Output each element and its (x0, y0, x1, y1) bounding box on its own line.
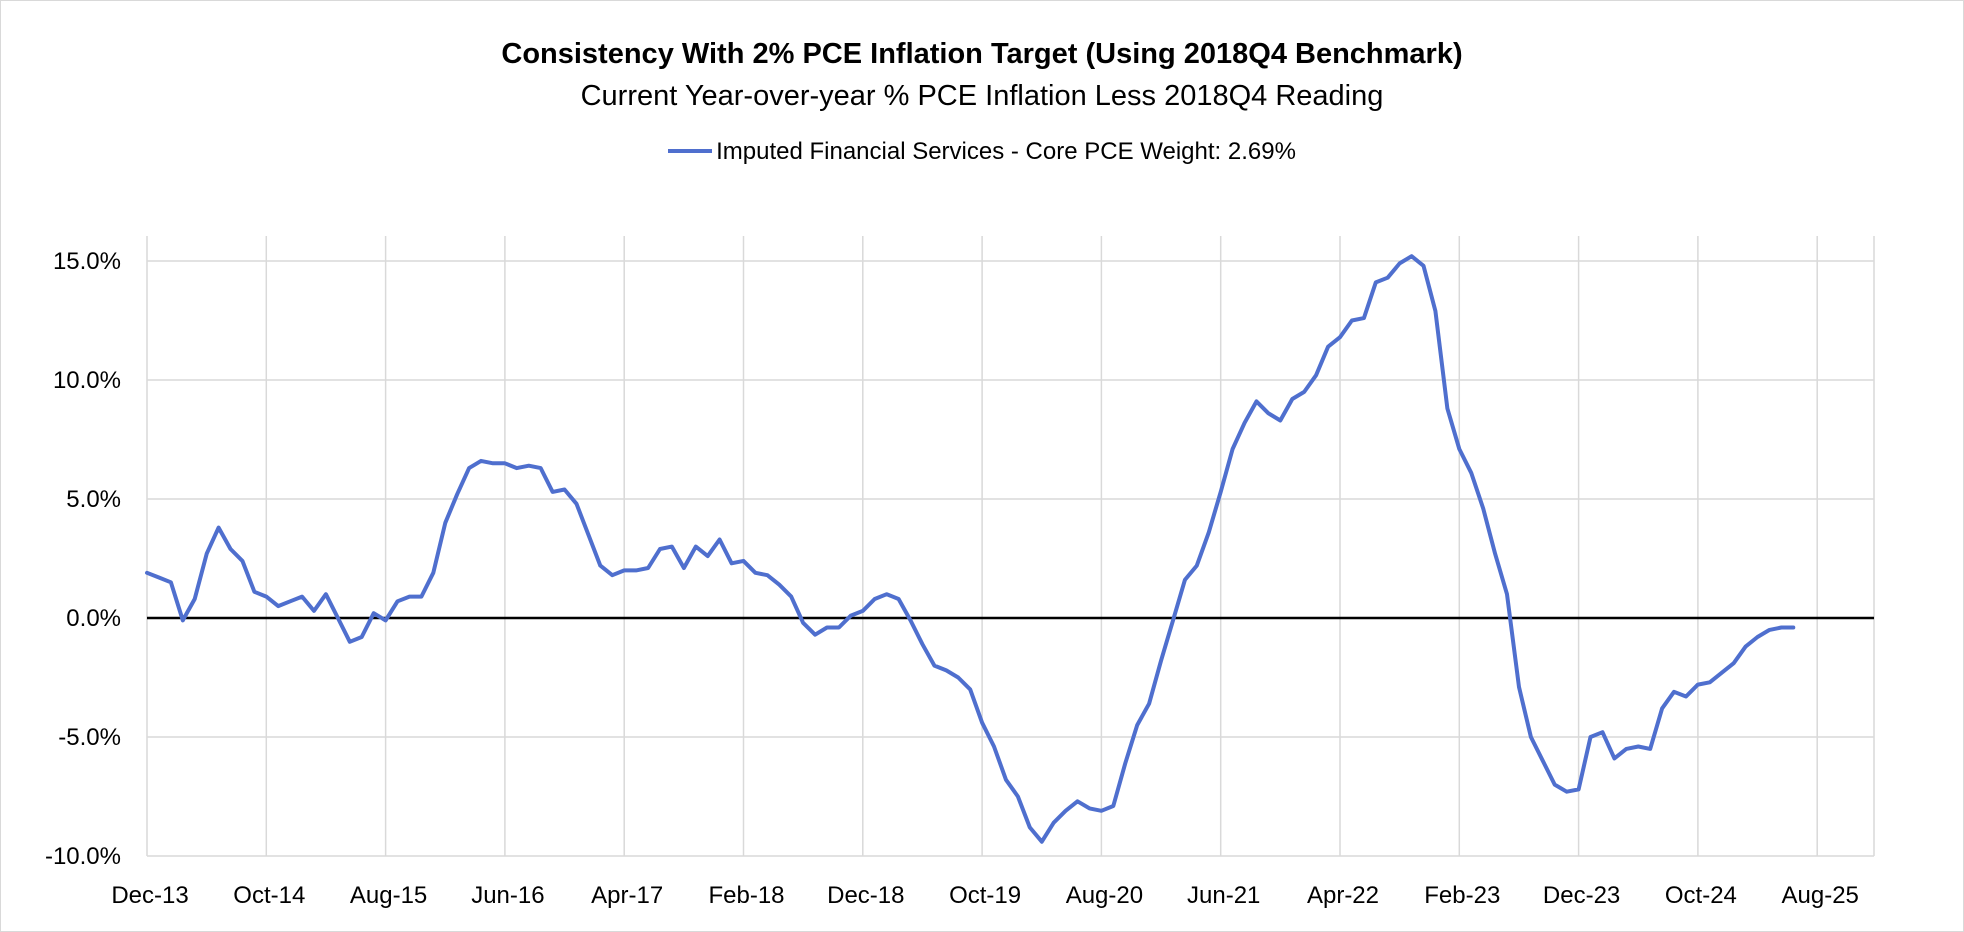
x-axis-ticks: Dec-13 Oct-14 Aug-15 Jun-16 Apr-17 Feb-18 Dec-… (111, 882, 1859, 909)
x-tick-label: Aug-25 (1782, 882, 1859, 909)
x-tick-label: Oct-19 (949, 882, 1021, 909)
legend-swatch (668, 148, 713, 153)
x-tick-label: Feb-18 (708, 882, 784, 909)
x-tick-label: Jun-21 (1187, 882, 1260, 909)
horizontal-gridlines (147, 260, 1874, 857)
y-axis-ticks: 15.0% 10.0% 5.0% 0.0% -5.0% -10.0% (45, 248, 121, 870)
chart-title: Consistency With 2% PCE Inflation Target… (501, 38, 1463, 70)
y-tick-label: 15.0% (53, 248, 121, 275)
x-tick-label: Dec-18 (827, 882, 904, 909)
y-tick-label: -10.0% (45, 843, 121, 870)
legend-label: Imputed Financial Services - Core PCE We… (716, 138, 1296, 165)
series-group (145, 254, 1796, 844)
vertical-gridlines (146, 236, 1875, 856)
x-tick-label: Apr-22 (1307, 882, 1379, 909)
x-tick-label: Feb-23 (1424, 882, 1500, 909)
x-tick-label: Oct-24 (1665, 882, 1737, 909)
y-tick-label: -5.0% (58, 724, 121, 751)
x-tick-label: Dec-23 (1543, 882, 1620, 909)
x-tick-label: Jun-16 (471, 882, 544, 909)
y-tick-label: 0.0% (66, 605, 121, 632)
y-tick-label: 10.0% (53, 367, 121, 394)
chart-subtitle: Current Year-over-year % PCE Inflation L… (580, 80, 1384, 112)
y-tick-label: 5.0% (66, 486, 121, 513)
x-tick-label: Apr-17 (591, 882, 663, 909)
x-tick-label: Dec-13 (111, 882, 188, 909)
x-tick-label: Oct-14 (233, 882, 305, 909)
x-tick-label: Aug-15 (350, 882, 427, 909)
legend: Imputed Financial Services - Core PCE We… (0, 138, 1964, 166)
x-tick-label: Aug-20 (1066, 882, 1143, 909)
series-line (145, 254, 1796, 844)
